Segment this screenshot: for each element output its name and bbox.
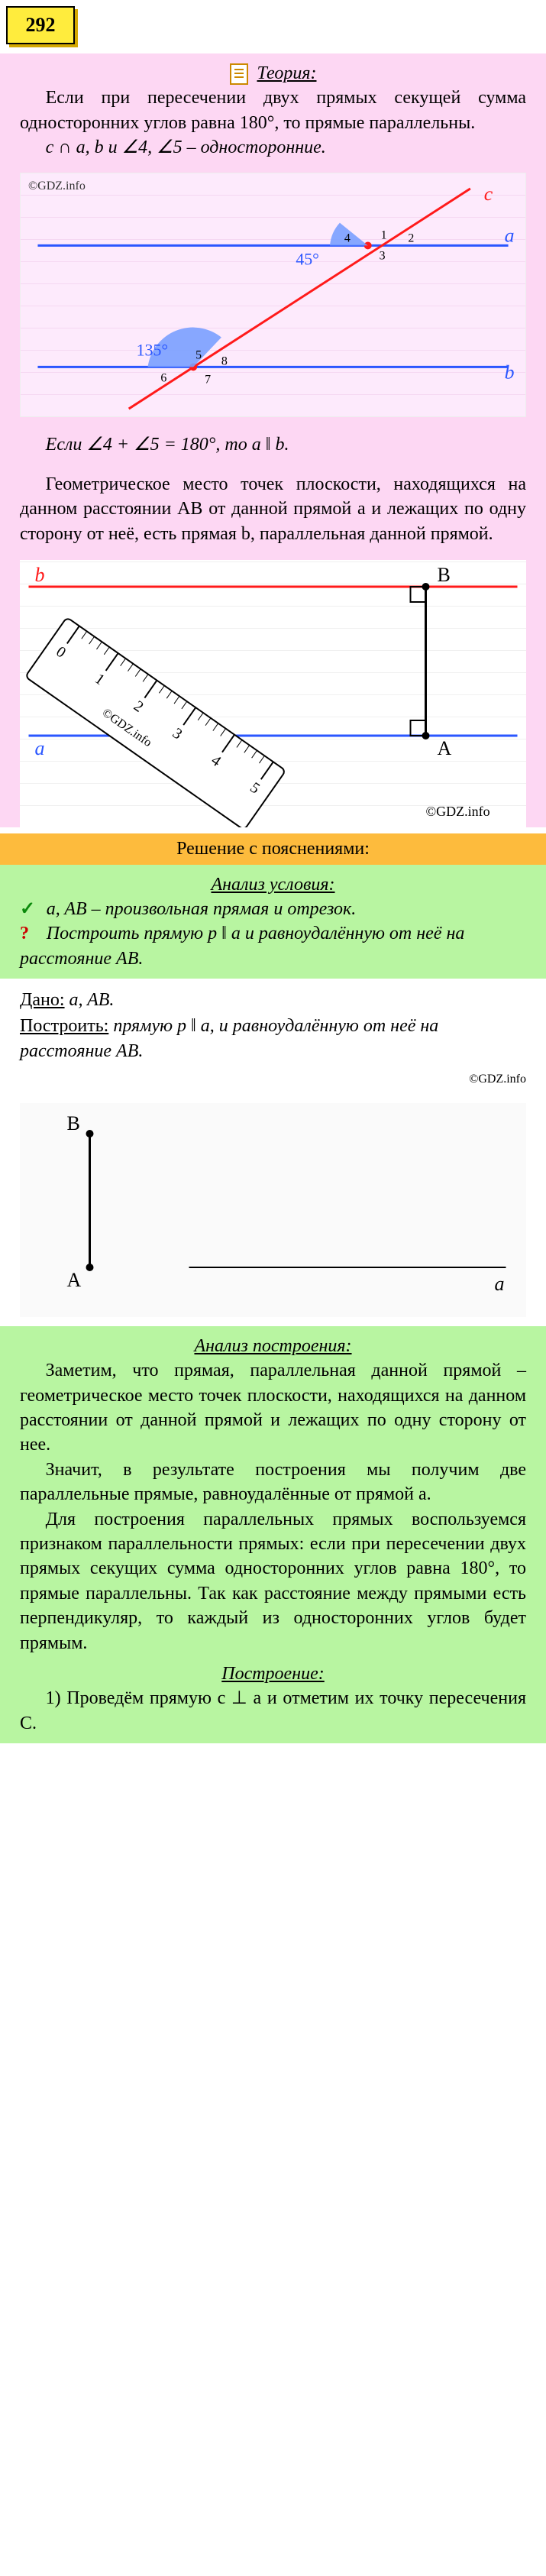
- analysis-heading: Анализ условия:: [20, 872, 526, 897]
- check-icon: ✓: [20, 897, 42, 921]
- svg-text:b: b: [35, 564, 45, 586]
- diagram-2: b B a A: [20, 560, 526, 827]
- svg-text:7: 7: [205, 373, 211, 386]
- solution-bar: Решение с пояснениями:: [0, 833, 546, 864]
- construction-analysis-p3: Для построения параллельных прямых воспо…: [20, 1507, 526, 1655]
- question-icon: ?: [20, 921, 42, 946]
- solution-bar-text: Решение с пояснениями:: [176, 839, 370, 859]
- svg-text:B: B: [438, 564, 451, 586]
- analysis-line1: ✓ a, AB – произвольная прямая и отрезок.: [20, 897, 526, 921]
- construction-analysis-block: Анализ построения: Заметим, что прямая, …: [0, 1326, 546, 1743]
- svg-text:1: 1: [381, 228, 387, 241]
- theory-p3: Если ∠4 + ∠5 = 180°, то a ‖ b.: [20, 432, 526, 457]
- theory-block: Теория: Если при пересечении двух прямых…: [0, 53, 546, 827]
- svg-text:135°: 135°: [137, 341, 169, 359]
- theory-p1: Если при пересечении двух прямых секущей…: [20, 86, 526, 135]
- svg-text:A: A: [67, 1269, 82, 1291]
- construction-heading: Построение:: [20, 1662, 526, 1686]
- svg-text:2: 2: [408, 231, 414, 244]
- svg-text:A: A: [438, 737, 452, 759]
- svg-text:a: a: [495, 1273, 505, 1295]
- construction-analysis-heading: Анализ построения:: [20, 1334, 526, 1358]
- theory-heading-line: Теория:: [20, 61, 526, 86]
- svg-text:a: a: [35, 737, 45, 759]
- svg-text:5: 5: [195, 348, 202, 361]
- construction-analysis-p2: Значит, в результате построения мы получ…: [20, 1458, 526, 1507]
- analysis-line2: ? Построить прямую p ‖ a и равноудалённу…: [20, 921, 526, 971]
- construction-step1: 1) Проведём прямую c ⊥ a и отметим их то…: [20, 1686, 526, 1736]
- construction-analysis-p1: Заметим, что прямая, параллельная данной…: [20, 1358, 526, 1458]
- svg-text:B: B: [67, 1112, 80, 1134]
- build-line: Построить: прямую p ‖ a, и равноудалённу…: [20, 1014, 526, 1063]
- note-icon: [230, 63, 248, 85]
- analysis-heading-block: Анализ условия: ✓ a, AB – произвольная п…: [0, 865, 546, 979]
- svg-text:4: 4: [344, 231, 351, 244]
- svg-text:©GDZ.info: ©GDZ.info: [426, 804, 490, 819]
- given-block: Дано: a, AB. Построить: прямую p ‖ a, и …: [0, 979, 546, 1097]
- svg-text:45°: 45°: [296, 250, 319, 268]
- diagram-1: ©GDZ.info c a b 45° 135°: [20, 173, 526, 417]
- svg-text:8: 8: [221, 354, 228, 367]
- problem-number-badge: 292: [6, 6, 75, 44]
- copyright-1: ©GDZ.info: [28, 178, 86, 195]
- svg-text:a: a: [505, 224, 515, 246]
- copyright-2: ©GDZ.info: [20, 1071, 526, 1088]
- svg-text:c: c: [484, 182, 493, 204]
- svg-text:3: 3: [380, 249, 386, 262]
- svg-text:6: 6: [160, 371, 166, 384]
- theory-p4: Геометрическое место точек плоскости, на…: [20, 472, 526, 546]
- svg-text:b: b: [505, 361, 515, 383]
- theory-heading: Теория:: [257, 63, 317, 83]
- given-line: Дано: a, AB.: [20, 988, 526, 1012]
- problem-number: 292: [26, 11, 56, 38]
- diagram-3: B A a: [20, 1103, 526, 1317]
- theory-p2: c ∩ a, b и ∠4, ∠5 – односторонние.: [20, 135, 526, 160]
